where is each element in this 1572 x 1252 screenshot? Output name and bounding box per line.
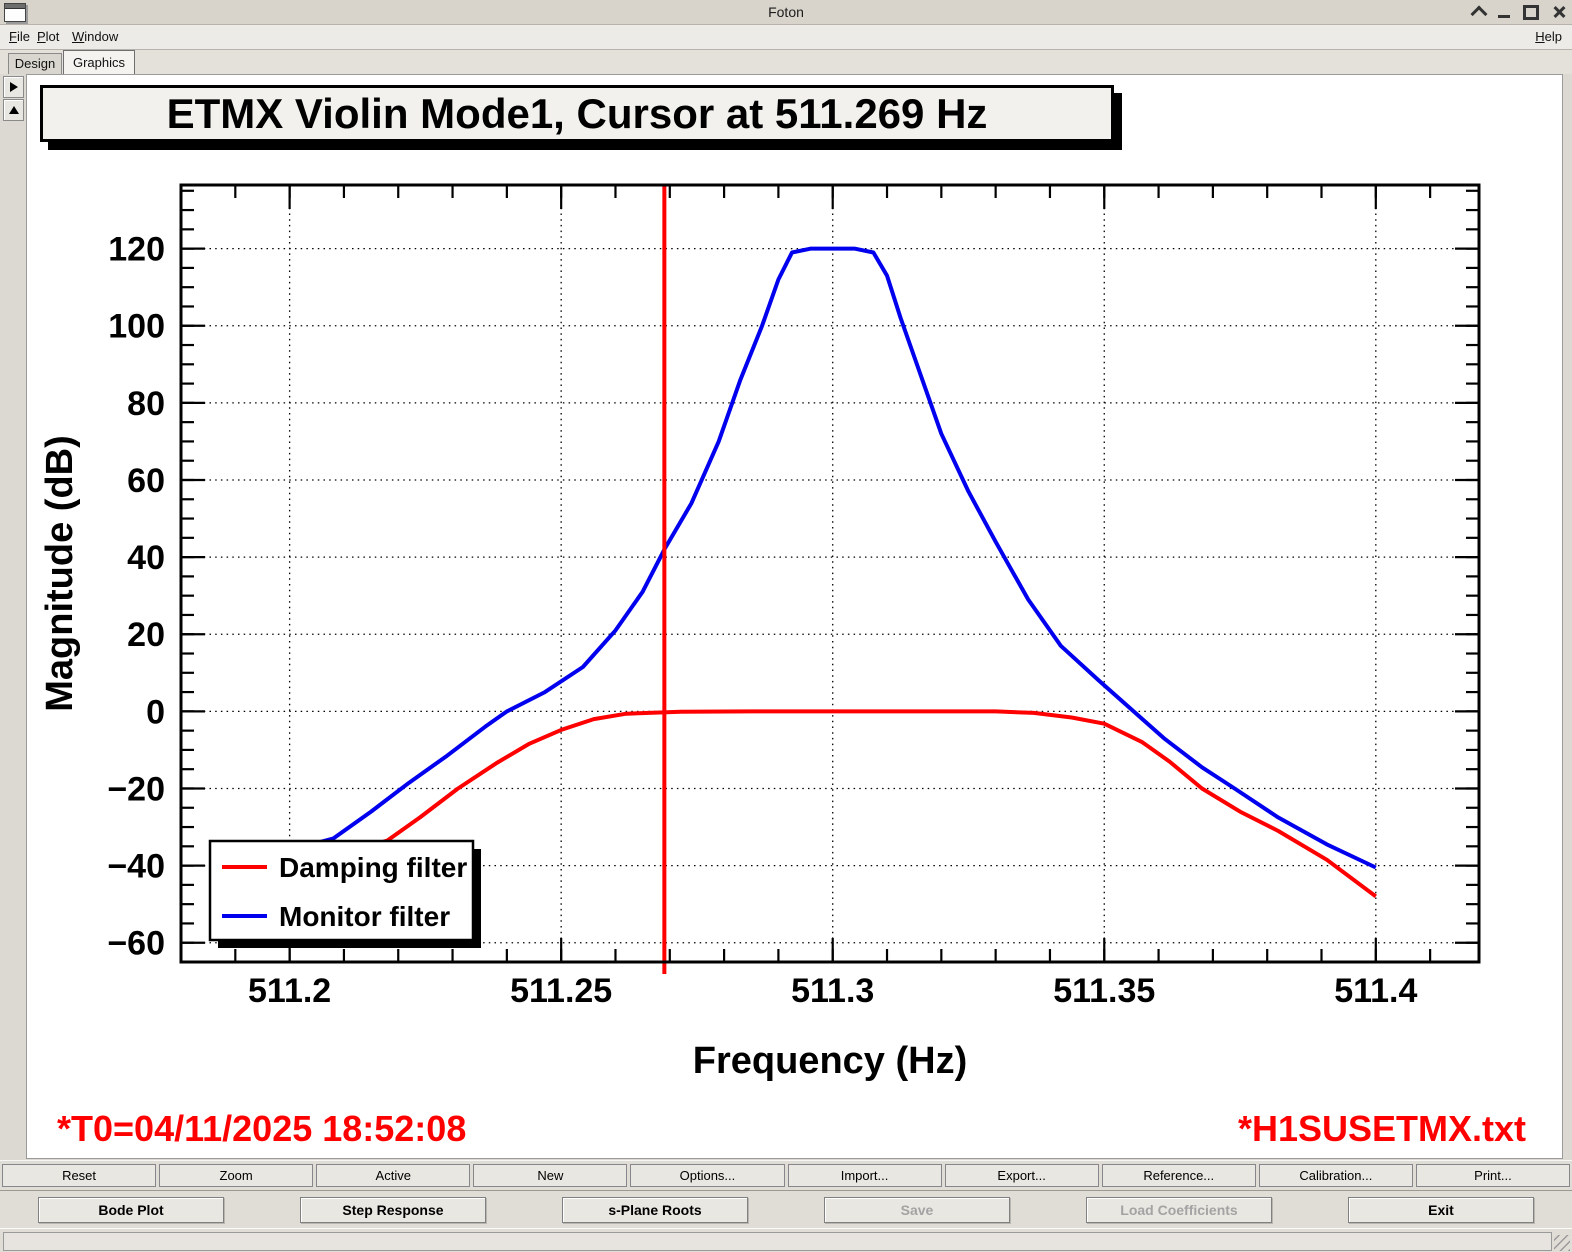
save-button[interactable]: Save (824, 1197, 1010, 1223)
x-axis-label: Frequency (Hz) (693, 1040, 967, 1082)
s-plane-roots-button[interactable]: s-Plane Roots (562, 1197, 748, 1223)
minimize-icon[interactable] (1498, 15, 1510, 18)
zoom-button[interactable]: Zoom (159, 1164, 314, 1187)
calibration-button[interactable]: Calibration... (1258, 1164, 1413, 1187)
right-arrow-icon (9, 82, 18, 92)
y-tick-label: 100 (108, 308, 165, 346)
expand-right-button[interactable] (3, 76, 24, 98)
new-button[interactable]: New (473, 1164, 628, 1187)
legend-box (208, 839, 475, 942)
step-response-button[interactable]: Step Response (300, 1197, 486, 1223)
x-tick-label: 511.25 (510, 972, 612, 1010)
tab-graphics[interactable]: Graphics (63, 50, 135, 75)
x-tick-label: 511.4 (1334, 972, 1417, 1010)
y-tick-label: −60 (107, 925, 165, 963)
bode-plot-button[interactable]: Bode Plot (38, 1197, 224, 1223)
menu-help[interactable]: Help (1535, 29, 1562, 44)
y-tick-label: 60 (127, 462, 165, 500)
title-bar: Foton (0, 0, 1572, 25)
tab-design[interactable]: Design (8, 53, 62, 74)
y-tick-label: −40 (107, 848, 165, 886)
toolbar-row1: Reset Zoom Active New Options... Import.… (0, 1160, 1572, 1190)
y-tick-label: 20 (127, 616, 165, 654)
resize-grip-icon[interactable] (1554, 1235, 1570, 1251)
y-tick-label: 40 (127, 539, 165, 577)
annotation-filename: *H1SUSETMX.txt (1237, 1108, 1526, 1149)
y-axis-label: Magnitude (dB) (39, 435, 81, 712)
x-tick-label: 511.3 (791, 972, 874, 1010)
options-button[interactable]: Options... (630, 1164, 785, 1187)
plot-frame (179, 183, 1481, 964)
window-menu-icon[interactable] (4, 3, 26, 22)
menu-plot[interactable]: Plot (37, 29, 60, 44)
status-field (3, 1232, 1552, 1251)
legend-label: Monitor filter (279, 901, 450, 932)
reset-button[interactable]: Reset (2, 1164, 157, 1187)
x-tick-label: 511.35 (1053, 972, 1155, 1010)
import-button[interactable]: Import... (787, 1164, 942, 1187)
expand-up-button[interactable] (3, 99, 24, 121)
graphics-area (0, 74, 1572, 1160)
print-button[interactable]: Print... (1415, 1164, 1570, 1187)
export-button[interactable]: Export... (944, 1164, 1099, 1187)
y-tick-label: 0 (146, 693, 165, 731)
menu-file[interactable]: File (9, 29, 30, 44)
y-tick-label: 80 (127, 385, 165, 423)
window-controls (1470, 0, 1566, 24)
plot-title: ETMX Violin Mode1, Cursor at 511.269 Hz (40, 85, 1114, 142)
active-button[interactable]: Active (316, 1164, 471, 1187)
reference-button[interactable]: Reference... (1101, 1164, 1256, 1187)
tab-bar: Design Graphics (0, 50, 1572, 75)
up-arrow-icon (8, 106, 19, 114)
y-tick-label: 120 (108, 231, 165, 269)
legend-label: Damping filter (279, 852, 467, 883)
window-icon-bar (5, 4, 25, 9)
menu-bar: File Plot Window Help (0, 25, 1572, 50)
toolbar-row2: Bode Plot Step Response s-Plane Roots Sa… (0, 1190, 1572, 1229)
damping-filter-curve (288, 709, 1377, 899)
menu-window[interactable]: Window (72, 29, 119, 44)
exit-button[interactable]: Exit (1348, 1197, 1534, 1223)
window-title: Foton (768, 4, 804, 20)
load-coefficients-button[interactable]: Load Coefficients (1086, 1197, 1272, 1223)
y-tick-label: −20 (107, 770, 165, 808)
monitor-filter-curve (289, 246, 1377, 870)
status-bar (0, 1228, 1572, 1252)
maximize-icon[interactable] (1523, 4, 1539, 20)
plot-canvas (26, 74, 1563, 1159)
annotation-t0: *T0=04/11/2025 18:52:08 (57, 1108, 467, 1149)
x-tick-label: 511.2 (248, 972, 331, 1010)
